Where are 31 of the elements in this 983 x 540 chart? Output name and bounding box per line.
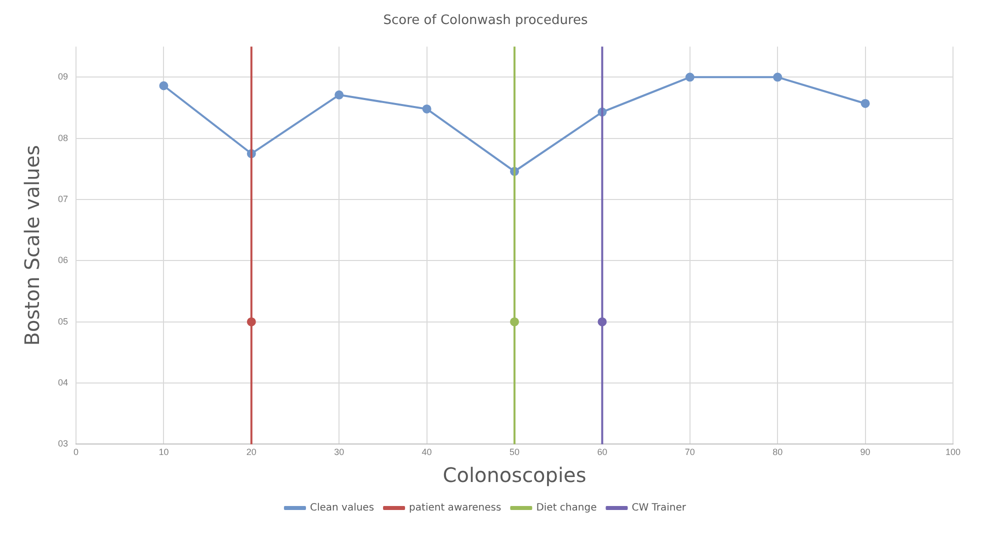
point xyxy=(860,98,870,108)
legend-label: Clean values xyxy=(310,502,374,514)
y-tick-label: 09 xyxy=(58,72,68,82)
legend-label: CW Trainer xyxy=(632,502,687,514)
y-tick-label: 08 xyxy=(58,132,68,143)
y-tick-label: 07 xyxy=(58,194,68,204)
x-tick-label: 20 xyxy=(246,447,256,458)
x-tick-label: 70 xyxy=(684,447,695,458)
point xyxy=(334,90,344,100)
x-tick-label: 0 xyxy=(74,447,79,458)
x-axis-title: Colonoscopies xyxy=(442,463,586,488)
x-tick-label: 40 xyxy=(422,447,432,458)
point xyxy=(685,72,694,82)
x-tick-label: 100 xyxy=(945,447,961,458)
x-tick-label: 60 xyxy=(597,447,608,458)
x-tick-label: 10 xyxy=(158,447,169,458)
y-tick-label: 04 xyxy=(58,378,68,388)
y-tick-label: 03 xyxy=(58,438,68,449)
x-tick-label: 90 xyxy=(860,447,870,458)
point xyxy=(422,104,432,114)
legend-label: patient awareness xyxy=(409,502,502,514)
chart-title: Score of Colonwash procedures xyxy=(383,13,588,28)
legend-label: Diet change xyxy=(536,502,597,514)
point xyxy=(159,81,168,90)
y-tick-label: 05 xyxy=(58,316,68,326)
point xyxy=(773,72,782,82)
x-tick-label: 30 xyxy=(334,447,344,458)
x-tick-label: 50 xyxy=(510,447,520,458)
y-tick-label: 06 xyxy=(58,255,68,266)
y-axis-title: Boston Scale values xyxy=(20,145,44,346)
x-tick-label: 80 xyxy=(772,447,783,458)
